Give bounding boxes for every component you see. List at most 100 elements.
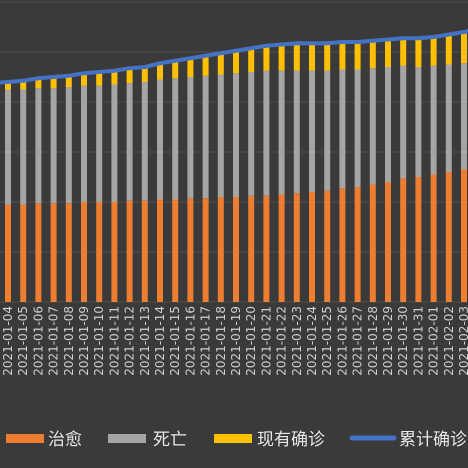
bar-deaths bbox=[50, 88, 57, 204]
bar-cured bbox=[172, 199, 179, 302]
x-tick-label: 2021-01-08 bbox=[62, 306, 76, 376]
x-tick-label: 2021-01-11 bbox=[107, 306, 121, 376]
bar-active bbox=[96, 72, 103, 86]
bar-active bbox=[65, 75, 72, 87]
bar-active bbox=[248, 48, 255, 72]
x-tick-label: 2021-01-28 bbox=[366, 306, 380, 376]
x-tick-label: 2021-01-27 bbox=[351, 306, 365, 376]
bar-cured bbox=[187, 198, 194, 302]
x-tick-label: 2021-02-03 bbox=[457, 306, 468, 376]
bar-cured bbox=[5, 204, 11, 302]
bar-active bbox=[126, 68, 133, 84]
bar-deaths bbox=[400, 65, 407, 179]
bar-deaths bbox=[126, 83, 133, 201]
bar-cured bbox=[217, 197, 224, 302]
legend-swatch-cured bbox=[6, 434, 44, 443]
bar-cured bbox=[248, 195, 255, 302]
x-tick-label: 2021-01-10 bbox=[92, 306, 106, 376]
bar-cured bbox=[385, 182, 391, 302]
x-tick-label: 2021-01-07 bbox=[47, 306, 61, 376]
bar-deaths bbox=[369, 68, 376, 185]
legend: 治愈 死亡 现有确诊 累计确诊 bbox=[6, 430, 467, 450]
bar-cured bbox=[96, 202, 103, 302]
bar-deaths bbox=[309, 70, 315, 192]
bar-deaths bbox=[217, 74, 224, 197]
bar-active bbox=[430, 37, 437, 66]
legend-label-active: 现有确诊 bbox=[257, 430, 325, 450]
x-tick-label: 2021-01-13 bbox=[138, 306, 152, 376]
bar-active bbox=[20, 80, 27, 90]
bar-deaths bbox=[293, 70, 300, 194]
bar-cured bbox=[278, 194, 285, 302]
bar-deaths bbox=[141, 82, 148, 201]
bar-active bbox=[172, 60, 179, 79]
x-tick-label: 2021-01-26 bbox=[335, 306, 349, 376]
x-tick-label: 2021-01-22 bbox=[275, 306, 289, 376]
bar-deaths bbox=[248, 72, 255, 196]
bar-deaths bbox=[263, 70, 270, 196]
bar-active bbox=[35, 78, 42, 89]
x-tick-label: 2021-01-05 bbox=[16, 306, 30, 376]
bar-active bbox=[400, 38, 407, 66]
bar-active bbox=[81, 73, 87, 86]
bar-active bbox=[461, 32, 467, 64]
line-group bbox=[0, 28, 468, 85]
x-tick-label: 2021-02-02 bbox=[442, 306, 456, 376]
bar-deaths bbox=[157, 79, 163, 200]
bar-deaths bbox=[111, 84, 118, 202]
x-tick-label: 2021-02-01 bbox=[427, 306, 441, 376]
x-axis-labels: 2021-01-04 2021-01-05 2021-01-06 2021-01-07… bbox=[1, 306, 468, 376]
bar-deaths bbox=[324, 70, 331, 191]
bar-cured bbox=[20, 204, 27, 302]
x-tick-label: 2021-01-23 bbox=[290, 306, 304, 376]
bar-cured bbox=[339, 188, 346, 302]
bar-cured bbox=[293, 193, 300, 302]
bar-deaths bbox=[233, 73, 239, 197]
bar-cured bbox=[81, 202, 87, 302]
x-tick-label: 2021-01-24 bbox=[305, 306, 319, 376]
bar-cured bbox=[141, 200, 148, 302]
bar-deaths bbox=[187, 77, 194, 199]
bar-cured bbox=[35, 203, 42, 302]
x-tick-label: 2021-01-29 bbox=[381, 306, 395, 376]
bar-cured bbox=[324, 190, 331, 302]
bar-cured bbox=[309, 192, 315, 302]
bars-group bbox=[5, 32, 467, 302]
line-cumulative bbox=[0, 28, 468, 85]
bar-active bbox=[309, 43, 315, 71]
bar-active bbox=[5, 82, 11, 90]
x-tick-label: 2021-01-06 bbox=[31, 306, 45, 376]
bar-active bbox=[202, 55, 209, 76]
bar-deaths bbox=[339, 69, 346, 189]
legend-label-deaths: 死亡 bbox=[153, 430, 187, 450]
x-tick-label: 2021-01-18 bbox=[214, 306, 228, 376]
bar-cured bbox=[111, 202, 118, 302]
bar-active bbox=[217, 53, 224, 75]
bar-active bbox=[445, 34, 452, 65]
bar-cured bbox=[369, 184, 376, 302]
bar-active bbox=[233, 50, 239, 74]
bar-deaths bbox=[430, 65, 437, 175]
bar-cured bbox=[461, 169, 467, 302]
x-tick-label: 2021-01-17 bbox=[199, 306, 213, 376]
bar-active bbox=[415, 38, 422, 67]
bar-cured bbox=[202, 198, 209, 302]
bar-cured bbox=[415, 177, 422, 302]
bar-cured bbox=[65, 203, 72, 302]
bar-cured bbox=[354, 187, 361, 302]
bar-active bbox=[339, 42, 346, 70]
bar-active bbox=[324, 43, 331, 71]
bar-deaths bbox=[96, 85, 103, 202]
legend-label-cumulative: 累计确诊 bbox=[399, 430, 467, 450]
x-tick-label: 2021-01-21 bbox=[259, 306, 273, 376]
bar-deaths bbox=[415, 67, 422, 177]
bar-cured bbox=[430, 174, 437, 302]
bar-active bbox=[50, 77, 57, 89]
x-tick-label: 2021-01-15 bbox=[168, 306, 182, 376]
x-tick-label: 2021-01-14 bbox=[153, 306, 167, 376]
bar-cured bbox=[233, 197, 239, 302]
x-tick-label: 2021-01-19 bbox=[229, 306, 243, 376]
x-tick-label: 2021-01-12 bbox=[123, 306, 137, 376]
bar-deaths bbox=[172, 78, 179, 200]
x-tick-label: 2021-01-04 bbox=[1, 306, 15, 376]
